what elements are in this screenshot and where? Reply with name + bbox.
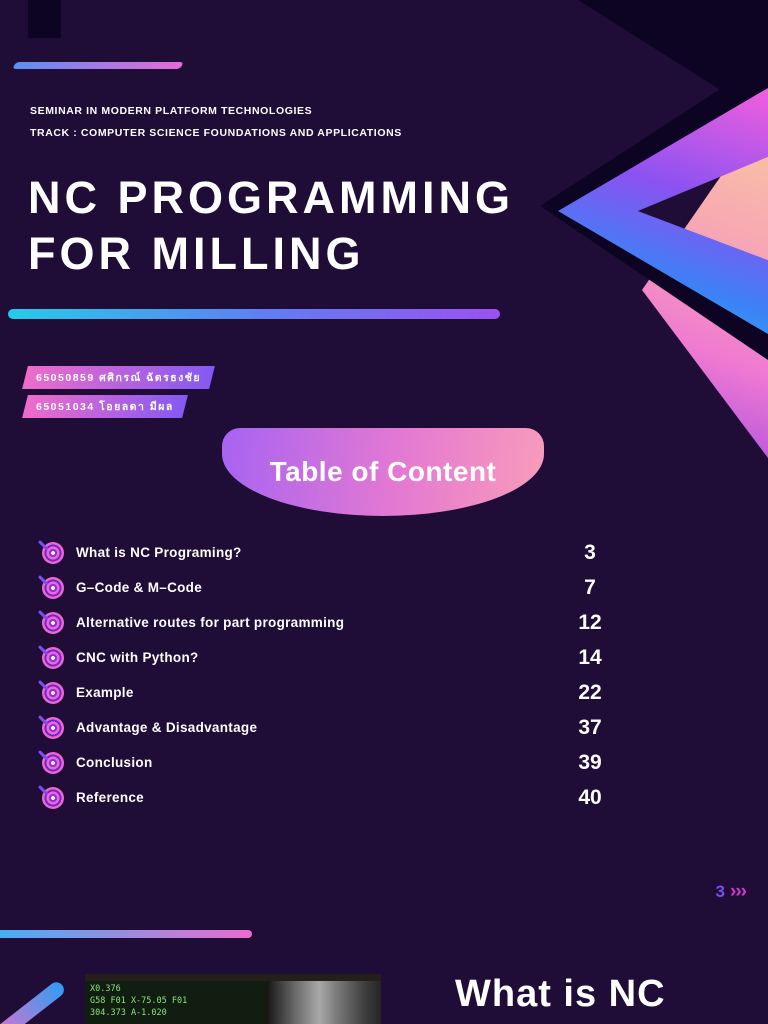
machine-top-edge <box>85 974 381 981</box>
slide-title-line2: FOR MILLING <box>28 228 365 279</box>
author-badge: 65050859 ศศิกรณ์ ฉัตรธงชัย <box>22 366 215 389</box>
top-left-rect-decoration <box>28 0 61 38</box>
toc-item-label: Reference <box>76 790 144 805</box>
slide-title: NC PROGRAMMING FOR MILLING <box>28 170 514 282</box>
toc-item-label: Conclusion <box>76 755 153 770</box>
toc-item-page: 12 <box>578 610 602 634</box>
cnc-display-screen: X0.376 G58 F01 X-75.05 F01 304.373 A-1.0… <box>85 981 265 1024</box>
top-left-gradient-line <box>12 62 184 69</box>
cnc-machine-photo: X0.376 G58 F01 X-75.05 F01 304.373 A-1.0… <box>85 974 381 1024</box>
page-chevrons-icon: ››› <box>730 881 747 902</box>
target-icon <box>42 541 64 564</box>
toc-item-page: 14 <box>578 645 602 669</box>
toc-item-page: 37 <box>578 715 602 739</box>
toc-row: Alternative routes for part programming … <box>42 605 618 640</box>
toc-item-page: 3 <box>584 540 596 564</box>
slide-title-line1: NC PROGRAMMING <box>28 172 514 223</box>
toc-item-label: What is NC Programing? <box>76 545 242 560</box>
slide2-gradient-line <box>0 930 252 938</box>
cnc-screen-line: 304.373 A-1.020 <box>90 1008 167 1018</box>
toc-item-label: CNC with Python? <box>76 650 199 665</box>
machine-part-image <box>269 974 381 1024</box>
toc-row: Advantage & Disadvantage 37 <box>42 710 618 745</box>
author-badge-text: 65051034 โอยลดา มีผล <box>36 401 174 413</box>
slide2-title: What is NC <box>455 973 666 1015</box>
toc-item-page: 7 <box>584 575 596 599</box>
course-header: SEMINAR IN MODERN PLATFORM TECHNOLOGIES … <box>30 100 402 144</box>
toc-item-page: 22 <box>578 680 602 704</box>
toc-item-page: 40 <box>578 785 602 809</box>
toc-item-label: Example <box>76 685 134 700</box>
toc-row: Conclusion 39 <box>42 745 618 780</box>
bottom-left-gradient-wedge <box>0 979 67 1024</box>
toc-row: G–Code & M–Code 7 <box>42 570 618 605</box>
course-header-line1: SEMINAR IN MODERN PLATFORM TECHNOLOGIES <box>30 105 313 117</box>
course-header-line2: TRACK : COMPUTER SCIENCE FOUNDATIONS AND… <box>30 127 402 139</box>
target-icon <box>42 681 64 704</box>
title-underline-gradient-bar <box>8 309 500 319</box>
target-icon <box>42 646 64 669</box>
page-number: 3 <box>715 882 726 901</box>
toc-banner-title: Table of Content <box>269 456 497 487</box>
toc-row: What is NC Programing? 3 <box>42 535 618 570</box>
target-icon <box>42 786 64 809</box>
toc-banner: Table of Content <box>222 428 544 516</box>
page-marker: 3 ››› <box>715 881 747 903</box>
cnc-screen-line: X0.376 <box>90 984 121 994</box>
author-badge: 65051034 โอยลดา มีผล <box>22 395 188 418</box>
target-icon <box>42 611 64 634</box>
target-icon <box>42 716 64 739</box>
toc-item-label: G–Code & M–Code <box>76 580 203 595</box>
author-badge-text: 65050859 ศศิกรณ์ ฉัตรธงชัย <box>36 372 202 384</box>
toc-row: Example 22 <box>42 675 618 710</box>
author-badges: 65050859 ศศิกรณ์ ฉัตรธงชัย 65051034 โอยล… <box>22 366 215 418</box>
toc-row: CNC with Python? 14 <box>42 640 618 675</box>
toc-item-page: 39 <box>578 750 602 774</box>
toc-row: Reference 40 <box>42 780 618 815</box>
toc-item-label: Alternative routes for part programming <box>76 615 345 630</box>
target-icon <box>42 751 64 774</box>
toc-list: What is NC Programing? 3 G–Code & M–Code… <box>42 535 618 815</box>
toc-item-label: Advantage & Disadvantage <box>76 720 258 735</box>
cnc-screen-line: G58 F01 X-75.05 F01 <box>90 996 188 1006</box>
target-icon <box>42 576 64 599</box>
